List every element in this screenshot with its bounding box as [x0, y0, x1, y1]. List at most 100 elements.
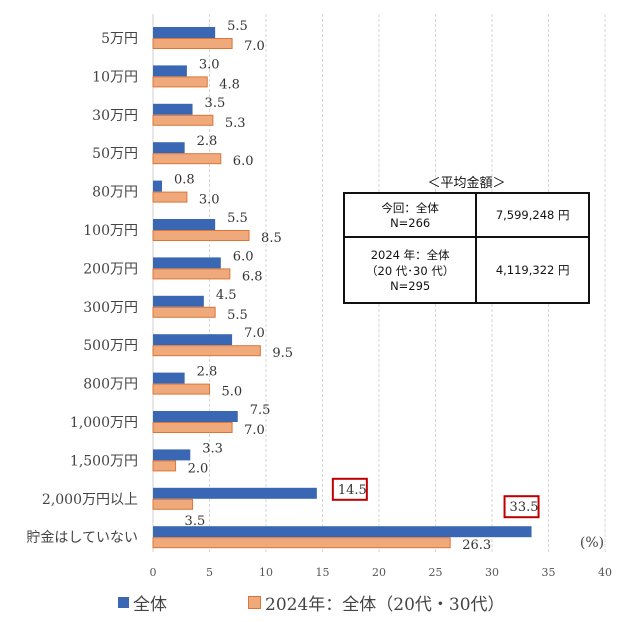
x-tick-label: 25 — [429, 566, 443, 579]
category-label: 1,500万円 — [70, 453, 138, 469]
category-label: 2,000万円以上 — [42, 492, 138, 508]
legend-item-series0: 全体 — [118, 590, 167, 615]
legend-label: 全体 — [133, 595, 167, 615]
category-label: 300万円 — [83, 300, 138, 316]
legend-swatch — [248, 596, 261, 609]
value-label-series1: 5.5 — [227, 308, 248, 323]
value-label-series1: 9.5 — [272, 346, 293, 361]
x-tick-label: 30 — [485, 566, 499, 579]
x-tick-label: 10 — [259, 566, 273, 579]
row-label-line: N=266 — [390, 216, 431, 230]
table-row: 今回：全体 N=266 7,599,248 円 — [342, 192, 590, 238]
highlight-box — [503, 495, 540, 519]
value-label-series0: 14.5 — [338, 483, 367, 498]
value-label-series0: 3.5 — [205, 96, 226, 111]
value-label-series1: 7.0 — [244, 423, 265, 438]
bar-series1 — [152, 114, 214, 126]
x-tick-label: 35 — [542, 566, 556, 579]
x-tick-label: 20 — [372, 566, 386, 579]
bar-series0 — [153, 334, 233, 346]
bar-series0 — [153, 487, 317, 499]
value-label-series0: 3.3 — [202, 441, 223, 456]
x-tick-label: 0 — [150, 566, 157, 579]
row-value: 4,119,322 円 — [475, 236, 590, 304]
value-label-series0: 6.0 — [233, 249, 254, 264]
bar-series1 — [152, 537, 451, 549]
bar-series0 — [153, 295, 204, 307]
bar-series0 — [153, 372, 185, 384]
row-label-line: （20 代･30 代） — [366, 264, 455, 278]
bar-series0 — [153, 180, 163, 192]
table-row: 2024 年：全体 （20 代･30 代） N=295 4,119,322 円 — [342, 236, 590, 304]
value-label-series0: 4.5 — [216, 288, 237, 303]
bar-series0 — [153, 411, 238, 422]
bar-series1 — [152, 38, 233, 49]
row-label-line: 今回：全体 — [381, 201, 439, 215]
value-label-series0: 7.0 — [244, 326, 265, 341]
value-label-series1: 4.8 — [219, 77, 240, 92]
unit-label: (%) — [580, 535, 604, 551]
category-label: 80万円 — [92, 185, 138, 201]
x-tick-label: 5 — [206, 566, 213, 579]
bar-series1 — [152, 306, 216, 318]
value-label-series0: 0.8 — [174, 173, 195, 188]
average-amount-table: 今回：全体 N=266 7,599,248 円 2024 年：全体 （20 代･… — [342, 192, 590, 304]
average-table-title: ＜平均金額＞ — [427, 176, 506, 191]
bar-series1 — [152, 230, 250, 241]
bar-series1 — [152, 383, 210, 395]
category-label: 貯金はしていない — [26, 530, 138, 546]
row-label: 今回：全体 N=266 — [342, 192, 478, 238]
value-label-series1: 3.0 — [199, 193, 220, 208]
value-label-series0: 33.5 — [510, 500, 539, 515]
value-label-series1: 8.5 — [261, 231, 282, 246]
legend-swatch — [118, 597, 129, 608]
value-label-series0: 5.5 — [227, 19, 248, 34]
category-label: 30万円 — [92, 108, 138, 124]
row-value: 7,599,248 円 — [475, 192, 590, 238]
category-label: 10万円 — [92, 69, 138, 85]
bar-series1 — [152, 268, 231, 280]
value-label-series0: 2.8 — [197, 134, 218, 149]
value-label-series0: 3.0 — [199, 57, 220, 72]
legend-label: 2024年：全体（20代・30代） — [265, 595, 505, 615]
category-label: 100万円 — [83, 223, 138, 239]
bar-series0 — [153, 27, 216, 38]
category-label: 200万円 — [83, 261, 138, 277]
value-label-series1: 5.3 — [225, 116, 246, 131]
bar-series0 — [153, 142, 185, 154]
value-label-series0: 2.8 — [197, 365, 218, 380]
category-label: 500万円 — [83, 338, 138, 354]
bar-series1 — [152, 498, 194, 510]
value-label-series1: 3.5 — [185, 514, 206, 529]
bar-series1 — [152, 422, 233, 433]
bar-series1 — [152, 76, 208, 88]
bar-series0 — [153, 103, 193, 115]
row-label-line: 2024 年：全体 — [370, 248, 450, 262]
value-label-series1: 5.0 — [222, 385, 243, 400]
row-label: 2024 年：全体 （20 代･30 代） N=295 — [342, 236, 478, 304]
value-label-series1: 6.0 — [233, 154, 254, 169]
bar-series1 — [152, 153, 222, 165]
bar-series0 — [153, 257, 221, 269]
value-label-series0: 5.5 — [227, 211, 248, 226]
row-label-line: N=295 — [390, 279, 431, 293]
category-label: 5万円 — [101, 31, 138, 47]
value-label-series1: 6.8 — [242, 269, 263, 284]
value-label-series1: 2.0 — [188, 461, 209, 476]
value-label-series0: 7.5 — [250, 403, 271, 418]
bar-series0 — [153, 449, 191, 461]
bar-series0 — [153, 526, 532, 538]
category-label: 1,000万円 — [70, 415, 138, 431]
value-label-series1: 26.3 — [462, 538, 491, 553]
bar-series1 — [152, 460, 177, 472]
bar-series1 — [152, 345, 261, 357]
category-label: 50万円 — [92, 146, 138, 162]
x-tick-label: 15 — [316, 566, 330, 579]
bar-series0 — [153, 65, 187, 77]
highlight-box — [331, 477, 368, 501]
bar-series1 — [152, 191, 188, 203]
legend-item-series1: 2024年：全体（20代・30代） — [248, 590, 505, 615]
category-label: 800万円 — [83, 377, 138, 393]
